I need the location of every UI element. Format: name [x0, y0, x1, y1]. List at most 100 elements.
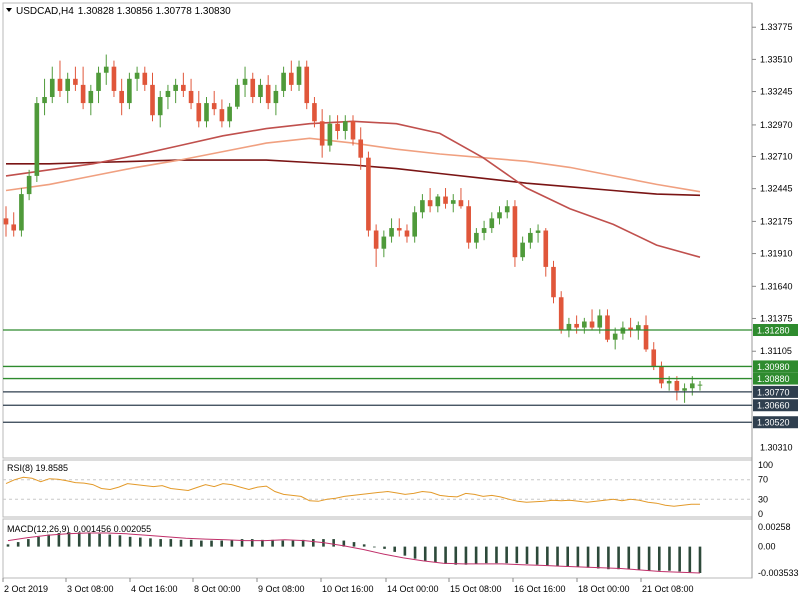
level-label-box	[753, 399, 798, 412]
candle	[196, 90, 202, 128]
candle-body	[235, 84, 240, 107]
candle	[235, 78, 240, 110]
candle-body	[281, 72, 286, 91]
candles	[3, 54, 703, 403]
candle-body	[211, 103, 217, 110]
candle-body	[381, 236, 387, 249]
time-tick-label: 10 Oct 16:00	[322, 584, 374, 594]
level-label-box	[753, 372, 798, 385]
candle-body	[474, 232, 479, 243]
macd-bar	[434, 546, 437, 563]
candle-body	[443, 196, 448, 204]
macd-bar	[281, 540, 285, 547]
macd-bar	[342, 540, 346, 547]
time-tick-label: 2 Oct 2019	[4, 584, 48, 594]
macd-bar	[128, 536, 132, 547]
candle-body	[551, 266, 556, 298]
candle	[443, 188, 448, 209]
candle-body	[404, 230, 410, 237]
candle-body	[350, 121, 356, 140]
price-tick-label: 1.33510	[760, 54, 793, 64]
candle	[142, 66, 148, 91]
macd-bar	[179, 539, 183, 547]
symbol-header: USDCAD,H4 1.30828 1.30856 1.30778 1.30830	[16, 6, 231, 17]
candle-body	[65, 78, 71, 91]
candle-body	[42, 97, 47, 104]
candle-body	[466, 206, 471, 243]
candle	[458, 188, 464, 209]
candle	[103, 54, 109, 85]
candle-body	[34, 103, 40, 176]
candle-body	[582, 321, 587, 328]
macd-bar	[220, 540, 224, 547]
candle	[242, 66, 248, 98]
candle	[389, 218, 394, 243]
candle	[134, 66, 140, 91]
macd-bar	[200, 540, 203, 547]
candle	[558, 291, 564, 334]
macd-bar	[454, 546, 458, 565]
candle-body	[80, 84, 86, 104]
candle-body	[558, 297, 564, 331]
candle	[628, 317, 633, 338]
price-tick-label: 1.32710	[760, 151, 793, 161]
macd-bar	[27, 539, 30, 547]
candle-body	[396, 228, 402, 231]
rsi-line	[5, 476, 701, 507]
macd-bar	[627, 546, 631, 570]
candle	[350, 115, 356, 146]
price-levels: 1.31280 1.30980 1.30880 1.30770 1.30660 1.305…	[3, 324, 798, 429]
dropdown-triangle-icon[interactable]	[6, 8, 12, 12]
macd-bar	[586, 546, 590, 568]
candle-body	[566, 323, 572, 331]
level-label: 1.30660	[757, 401, 790, 411]
macd-bar	[698, 546, 702, 573]
candle-body	[96, 72, 101, 91]
macd-bar	[495, 546, 498, 564]
macd-bar	[464, 546, 468, 565]
candle-body	[57, 78, 63, 91]
macd-bar	[6, 544, 10, 547]
candle	[265, 75, 271, 110]
level-label-box	[753, 416, 798, 429]
candle	[342, 115, 348, 140]
candle-body	[520, 242, 525, 258]
macd-bar	[474, 546, 478, 564]
candle-body	[643, 325, 649, 350]
candle-body	[11, 224, 17, 231]
candle-body	[628, 327, 633, 331]
candle	[489, 212, 495, 233]
time-tick-label: 9 Oct 08:00	[258, 584, 305, 594]
price-tick-label: 1.30310	[760, 443, 793, 453]
macd-bar	[596, 546, 600, 569]
rsi-tick-label: 100	[758, 460, 773, 470]
candle-body	[458, 200, 464, 207]
candle	[173, 78, 178, 104]
candle	[512, 200, 518, 267]
candle-body	[165, 90, 171, 98]
candle	[659, 361, 664, 389]
time-tick-label: 4 Oct 16:00	[131, 584, 178, 594]
candle	[19, 188, 24, 237]
candle	[396, 218, 402, 237]
rsi-tick-label: 0	[758, 509, 763, 519]
candle	[165, 84, 171, 110]
candle	[49, 66, 55, 104]
macd-bar	[138, 537, 142, 547]
candle-body	[111, 66, 117, 91]
macd-bar	[332, 539, 335, 547]
macd-bar	[556, 546, 559, 567]
candle-body	[574, 323, 579, 328]
candle-body	[242, 78, 248, 85]
time-tick-label: 8 Oct 00:00	[194, 584, 241, 594]
candle-body	[296, 66, 302, 85]
level-label: 1.30770	[757, 387, 790, 397]
candle-body	[635, 325, 641, 331]
candle-body	[543, 230, 549, 267]
candle	[73, 66, 78, 91]
candle	[612, 327, 618, 350]
macd-signal-line	[7, 532, 701, 574]
candle	[65, 72, 71, 104]
candle	[582, 317, 587, 334]
macd-bar	[484, 546, 488, 564]
